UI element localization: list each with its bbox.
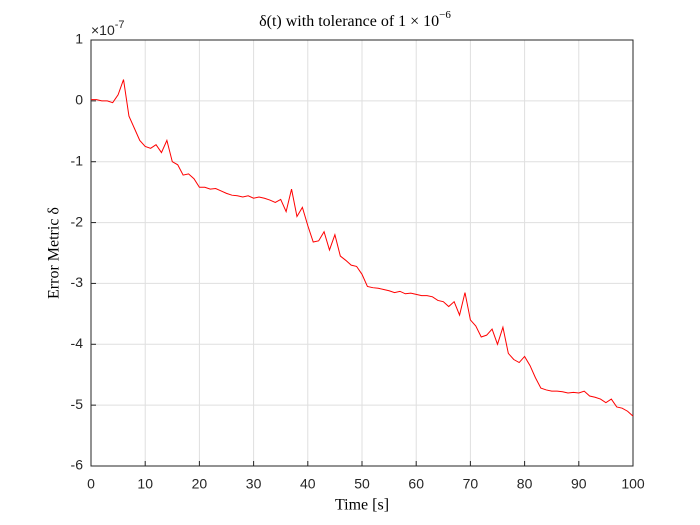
title-text: δ(t) with tolerance of 1 × 10 [259, 13, 439, 30]
y-multiplier-exponent: -7 [115, 19, 125, 31]
y-tick-label: -5 [71, 396, 84, 412]
title-exponent: −6 [439, 9, 451, 21]
x-tick-label: 100 [621, 476, 645, 492]
y-tick-label: 1 [75, 31, 83, 47]
x-tick-label: 30 [246, 476, 262, 492]
x-tick-label: 50 [354, 476, 370, 492]
y-tick-label: -3 [71, 274, 84, 290]
y-tick-label: 0 [75, 92, 83, 108]
y-multiplier-base: ×10 [91, 22, 115, 38]
y-multiplier: ×10-7 [91, 19, 125, 38]
x-tick-label: 40 [300, 476, 316, 492]
x-tick-label: 80 [517, 476, 533, 492]
y-axis-label: Error Metric δ [46, 207, 63, 299]
x-tick-label: 10 [137, 476, 153, 492]
y-tick-label: -2 [71, 213, 84, 229]
x-tick-label: 20 [192, 476, 208, 492]
x-tick-label: 60 [408, 476, 424, 492]
y-tick-label: -6 [71, 457, 84, 473]
y-tick-label: -4 [71, 335, 84, 351]
x-tick-label: 70 [463, 476, 479, 492]
y-tick-label: -1 [71, 152, 84, 168]
x-tick-label: 90 [571, 476, 587, 492]
data-line [91, 79, 634, 417]
plot-frame [90, 39, 634, 467]
x-axis-label: Time [s] [335, 497, 389, 514]
chart-title: δ(t) with tolerance of 1 × 10−6 [259, 9, 451, 30]
x-tick-label: 0 [87, 476, 95, 492]
